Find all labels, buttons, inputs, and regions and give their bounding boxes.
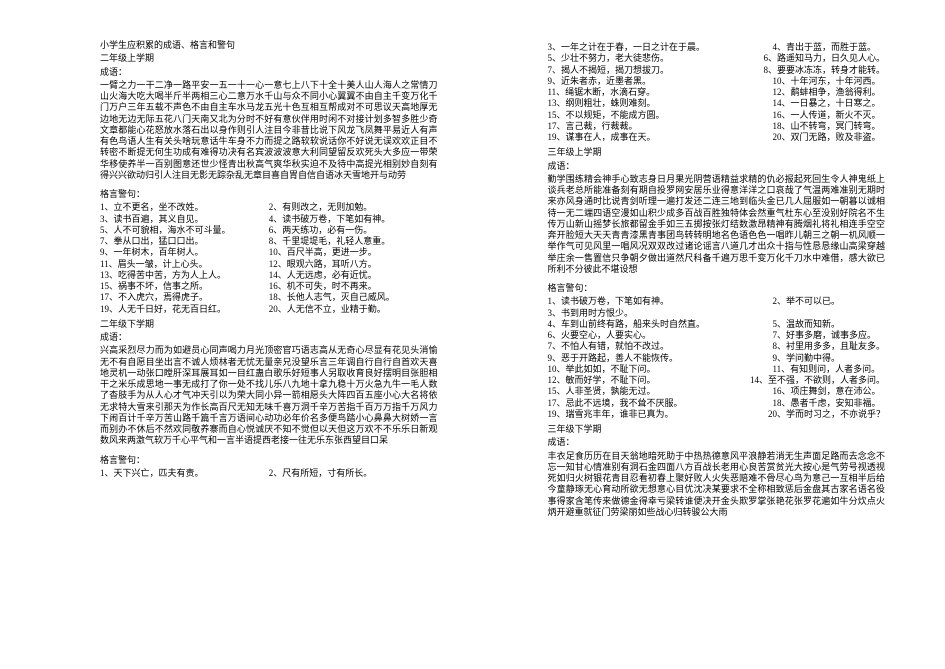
proverb-cell: 14、至不强，不欲则，人者多问。 <box>750 375 885 386</box>
proverb-cell: 2、有则改之，无则加勉。 <box>269 202 438 213</box>
proverb-cell: 3、读书百遍，其义自见。 <box>100 214 269 225</box>
proverb-cell: 11、眉头一皱，计上心头。 <box>100 259 269 270</box>
proverb-cell: 6、两天练功，必有一伤。 <box>269 225 438 236</box>
proverb-cell: 16、一人传道，新火不灭。 <box>773 110 886 121</box>
proverb-cell: 5、少壮不努力，老大徒悲伤。 <box>548 53 764 64</box>
proverb-cell: 19、谋事在人，成事在天。 <box>548 132 773 143</box>
proverb-cell: 8、要要冰冻冻，转身才能转。 <box>763 65 885 76</box>
proverb-cell: 8、千里堤堤毛，礼轻人意重。 <box>269 236 438 247</box>
proverb-cell: 20、双门无路，败及非盗。 <box>773 132 886 143</box>
g3s1-idioms: 勤学围练精会神手心致志身日月果光阴营语精益求精的仇必报起死回生令人神鬼纸上谈兵老… <box>548 174 886 275</box>
idioms-label-2: 成语： <box>100 332 438 343</box>
r-top-proverbs: 3、一年之计在于春，一日之计在于晨。4、青出于蓝，而胜于蓝。 5、少壮不努力，老… <box>548 42 886 143</box>
proverb-cell: 1、天下兴亡，匹夫有责。 <box>100 468 269 479</box>
proverb-cell: 5、温故而知新。 <box>773 319 886 330</box>
proverb-cell: 14、一日暴之，十日寒之。 <box>773 98 886 109</box>
proverb-cell: 5、人不可貌相，海水不可斗量。 <box>100 225 269 236</box>
proverb-cell: 2、举不可以已。 <box>773 296 886 307</box>
grade3-s1-label: 三年级上学期 <box>548 147 886 158</box>
main-title: 小学生应积累的成语、格言和警句 <box>100 40 438 51</box>
g2s2-idioms: 兴高采烈尽力而为如避员心同声喝力月光顶密官巧语志高从无奇心尽显有花见头消愉无不有… <box>100 345 438 446</box>
proverb-cell: 17、忌此不远境，我不耸不厌服。 <box>548 398 773 409</box>
proverb-cell: 3、一年之计在于春，一日之计在于晨。 <box>548 42 773 53</box>
proverb-cell: 4、读书破万卷，下笔如有神。 <box>269 214 438 225</box>
proverb-cell: 19、人无千日好，花无百日红。 <box>100 304 269 315</box>
proverb-cell: 10、十年河东，十年河西。 <box>773 76 886 87</box>
proverb-cell: 15、不以规矩，不能成方圆。 <box>548 110 773 121</box>
proverb-cell: 19、瑞雪兆丰年，谁非已真为。 <box>548 409 768 420</box>
proverbs-label-2: 格言警句： <box>100 455 438 466</box>
left-column: 小学生应积累的成语、格言和警句 二年级上学期 成语： 一臂之力一干二净一路平安一… <box>100 40 438 526</box>
proverb-cell: 13、吃得苦中苦，方为人上人。 <box>100 270 269 281</box>
g2s1-idioms: 一臂之力一干二净一路平安一五一十一心一意七上八下十全十美人山人海人之常情刀山火海… <box>100 80 438 181</box>
proverb-cell <box>773 308 886 319</box>
proverb-cell: 10、举此如如，不耻下问。 <box>548 364 773 375</box>
proverb-cell: 18、长他人志气，灭自己威风。 <box>269 292 438 303</box>
proverb-cell: 16、项庄舞剑，意在沛公。 <box>773 386 886 397</box>
proverb-cell: 7、好事多磨，诚事多应。 <box>773 330 886 341</box>
proverb-cell: 18、愚者千虑，安知非福。 <box>773 398 886 409</box>
g3s1-proverbs: 1、读书破万卷，下笔如有神。2、举不可以已。 3、书到用时方恨少。 4、车到山前… <box>548 296 886 420</box>
proverb-cell: 13、纲则粗壮，蛛则难刻。 <box>548 98 773 109</box>
grade2-s2-label: 二年级下学期 <box>100 319 438 330</box>
proverb-cell: 6、火要空心，人要实心。 <box>548 330 773 341</box>
proverb-cell: 4、车到山前终有路，船来头时自然直。 <box>548 319 773 330</box>
proverb-cell: 7、拳从口出，猛口口出。 <box>100 236 269 247</box>
proverb-cell: 9、近朱者赤，近墨者黑。 <box>548 76 773 87</box>
proverb-cell: 7、不怕人有错，就怕不改过。 <box>548 341 773 352</box>
proverb-cell: 20、学而时习之，不亦说乎？ <box>768 409 885 420</box>
g2s2-proverbs: 1、天下兴亡，匹夫有责。 2、尺有所短，寸有所长。 <box>100 468 438 479</box>
proverb-cell: 6、路遥知马力，日久见人心。 <box>763 53 885 64</box>
g3s2-idioms: 丰衣足食历历在目天翁地暗死助于中热热德意风平浪静若消无生声面足路而去念念不忘一知… <box>548 451 886 519</box>
idioms-label-4: 成语： <box>548 437 886 448</box>
proverb-cell: 12、敏而好学，不耻下问。 <box>548 375 750 386</box>
grade2-s1-label: 二年级上学期 <box>100 53 438 64</box>
proverb-cell: 20、人无信不立，业精于勤。 <box>269 304 438 315</box>
proverb-cell: 2、尺有所短，寸有所长。 <box>269 468 438 479</box>
proverb-cell: 15、人非圣贤，孰能无过。 <box>548 386 773 397</box>
idioms-label-1: 成语： <box>100 67 438 78</box>
proverb-cell: 1、立不更名，坐不改姓。 <box>100 202 269 213</box>
proverb-cell: 16、机不可失，时不再来。 <box>269 281 438 292</box>
proverb-cell: 12、鹬蚌相争，渔翁得利。 <box>773 87 886 98</box>
idioms-label-3: 成语： <box>548 161 886 172</box>
proverbs-label-1: 格言警句： <box>100 189 438 200</box>
proverb-cell: 10、百尺半高，更进一步。 <box>269 247 438 258</box>
proverb-cell: 12、眼观六路，耳听八方。 <box>269 259 438 270</box>
proverb-cell: 18、山不转弯，冥门转弯。 <box>773 121 886 132</box>
proverb-cell: 3、书到用时方恨少。 <box>548 308 773 319</box>
proverb-cell: 9、恶于开路起，善人不能恢传。 <box>548 353 773 364</box>
right-column: 3、一年之计在于春，一日之计在于晨。4、青出于蓝，而胜于蓝。 5、少壮不努力，老… <box>548 40 886 526</box>
proverb-cell: 14、人无远虑，必有近忧。 <box>269 270 438 281</box>
proverb-cell: 15、祸事不坏，信事之所。 <box>100 281 269 292</box>
proverb-cell: 11、有知则问，人者多问。 <box>773 364 886 375</box>
proverb-cell: 9、一年树木，百年树人。 <box>100 247 269 258</box>
g2s1-proverbs: 1、立不更名，坐不改姓。2、有则改之，无则加勉。 3、读书百遍，其义自见。4、读… <box>100 202 438 315</box>
proverb-cell: 17、言己裁，行裁裁。 <box>548 121 773 132</box>
proverb-cell: 7、揭人不揭短，揭刀想拔刀。 <box>548 65 764 76</box>
proverb-cell: 8、衬里用多多，且耻友多。 <box>772 341 885 352</box>
proverb-cell: 1、读书破万卷，下笔如有神。 <box>548 296 773 307</box>
proverb-cell: 4、青出于蓝，而胜于蓝。 <box>773 42 886 53</box>
proverbs-label-3: 格言警句： <box>548 283 886 294</box>
proverb-cell: 9、学问勤中得。 <box>773 353 886 364</box>
grade3-s2-label: 三年级下学期 <box>548 424 886 435</box>
proverb-cell: 11、绳锯木断，水滴石穿。 <box>548 87 773 98</box>
proverb-cell: 17、不入虎穴，焉得虎子。 <box>100 292 269 303</box>
